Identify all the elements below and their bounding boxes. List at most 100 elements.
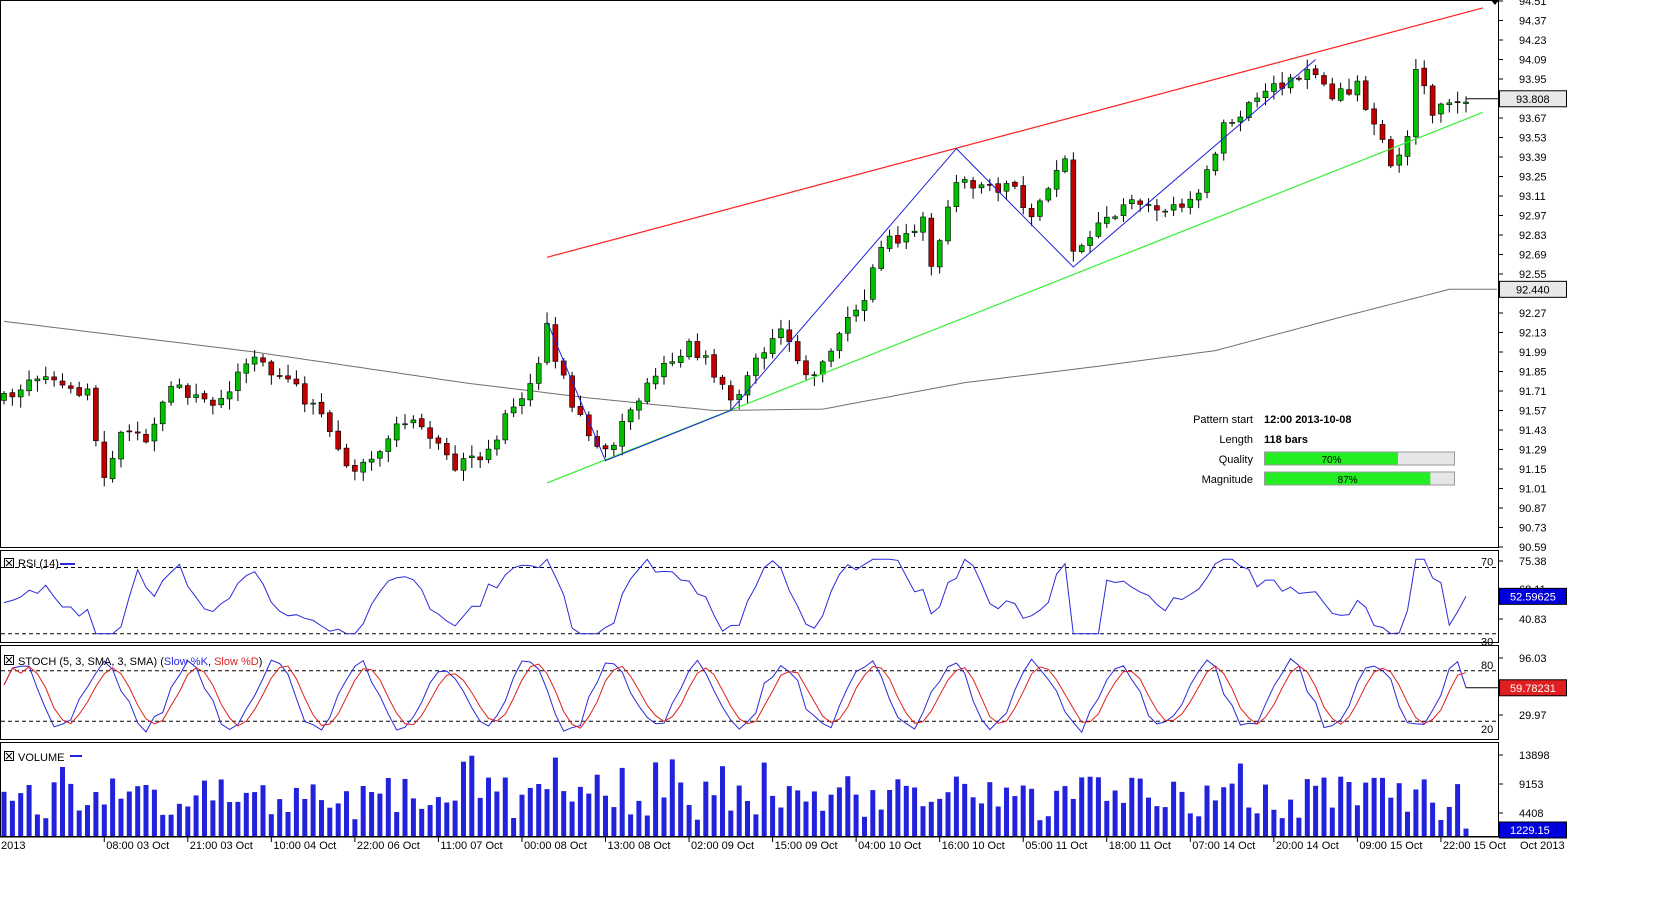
- bear-candle-body: [285, 375, 291, 380]
- candle: [1321, 72, 1327, 87]
- bull-candle-body: [310, 402, 316, 405]
- candle: [268, 359, 275, 385]
- volume-bar: [51, 782, 57, 836]
- scroll-marker-icon[interactable]: [1491, 0, 1499, 5]
- candle: [577, 395, 584, 417]
- candle: [251, 350, 258, 372]
- candle: [895, 226, 901, 248]
- bull-candle-body: [1463, 101, 1469, 104]
- candle: [9, 388, 16, 406]
- volume-bar: [85, 805, 90, 836]
- volume-bar: [277, 799, 283, 836]
- volume-bar: [110, 778, 116, 836]
- candle: [978, 182, 985, 194]
- volume-bar: [678, 782, 684, 836]
- bull-candle-body: [736, 394, 743, 400]
- candle: [727, 380, 734, 411]
- candle: [76, 381, 82, 398]
- price-tick-label: 90.73: [1519, 523, 1547, 535]
- price-tick-label: 92.69: [1519, 250, 1547, 262]
- candle: [1312, 64, 1319, 79]
- volume-bar: [1338, 776, 1344, 836]
- volume-bar: [1296, 817, 1302, 836]
- volume-bar: [335, 803, 341, 836]
- bull-candle-body: [235, 371, 241, 391]
- volume-bar: [1146, 797, 1151, 836]
- candle: [736, 389, 743, 410]
- volume-bar: [118, 798, 124, 836]
- bear-candle-body: [260, 357, 266, 363]
- bear-candle-body: [101, 441, 108, 478]
- volume-bar: [1045, 816, 1051, 836]
- volume-axis-label: 9153: [1519, 779, 1543, 791]
- volume-bar: [1187, 813, 1193, 836]
- bear-candle-body: [210, 399, 216, 406]
- price-tick-label: 91.99: [1519, 347, 1547, 359]
- stoch-title: STOCH (5, 3, SMA, 3, SMA) (Slow %K, Slow…: [4, 655, 262, 668]
- price-tick-label: 91.57: [1519, 406, 1547, 418]
- volume-bar: [60, 767, 65, 836]
- pattern-info-label: Quality: [1219, 454, 1254, 466]
- rsi-value-label: 52.59625: [1510, 591, 1556, 603]
- candle: [34, 375, 41, 392]
- volume-bar: [243, 792, 249, 836]
- candle: [293, 370, 300, 387]
- volume-bar: [686, 805, 692, 836]
- volume-bar: [1104, 800, 1110, 836]
- volume-bar: [1288, 799, 1294, 836]
- pattern-lines: [546, 7, 1483, 484]
- volume-bar: [427, 805, 433, 836]
- candle: [326, 410, 333, 438]
- volume-panel: VOLUME: [0, 742, 1499, 837]
- volume-bar: [628, 814, 634, 836]
- volume-bar: [1079, 777, 1085, 836]
- candle: [109, 450, 116, 483]
- candle: [1053, 160, 1060, 198]
- bull-candle-body: [1237, 116, 1244, 123]
- candle: [711, 348, 717, 383]
- volume-bar: [402, 779, 408, 836]
- bull-candle-body: [911, 230, 918, 233]
- volume-bar: [544, 789, 550, 836]
- bull-candle-body: [1354, 80, 1361, 96]
- candle: [201, 390, 208, 403]
- candle: [343, 443, 350, 468]
- volume-bar: [720, 766, 725, 836]
- candle: [1446, 98, 1453, 113]
- candle: [1129, 194, 1135, 210]
- volume-bar: [1162, 807, 1168, 836]
- bull-candle-body: [1229, 122, 1235, 124]
- volume-bar: [1129, 777, 1135, 836]
- time-axis-label: 04:00 10 Oct: [858, 840, 921, 852]
- candle: [301, 376, 308, 413]
- bull-candle-body: [1087, 237, 1093, 246]
- volume-bar: [1329, 807, 1335, 836]
- candle: [393, 416, 400, 448]
- candle: [118, 430, 124, 468]
- candle: [310, 398, 316, 415]
- candle: [1246, 101, 1252, 122]
- price-tick-label: 92.27: [1519, 308, 1547, 320]
- stoch-value-label: 59.78231: [1510, 683, 1556, 695]
- candle: [1195, 189, 1202, 209]
- volume-bar: [1304, 779, 1310, 836]
- volume-value-box: [1499, 821, 1567, 839]
- bear-candle-body: [276, 375, 283, 377]
- bull-candle-body: [1045, 188, 1052, 201]
- volume-bar: [1054, 790, 1060, 836]
- bull-candle-body: [611, 444, 617, 451]
- bear-candle-body: [477, 456, 484, 461]
- volume-bar: [1212, 800, 1218, 836]
- candle: [494, 435, 500, 456]
- candle: [1154, 199, 1160, 222]
- bull-candle-body: [619, 420, 626, 447]
- pattern-info-label: Length: [1219, 434, 1253, 446]
- bear-candle-body: [694, 341, 701, 358]
- volume-bar: [344, 791, 349, 836]
- price-tick-label: 91.01: [1519, 484, 1547, 496]
- bull-candle-body: [778, 328, 784, 338]
- candle: [410, 415, 417, 429]
- time-axis-label: 13:00 08 Oct: [608, 840, 671, 852]
- volume-bar: [853, 794, 859, 836]
- time-axis-label: 16:00 10 Oct: [942, 840, 1005, 852]
